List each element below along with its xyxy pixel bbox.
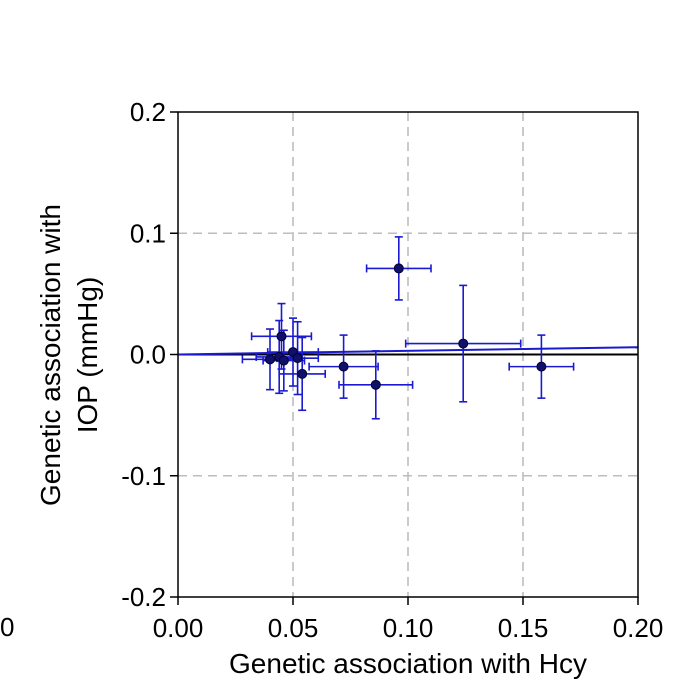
- y-axis-title-line-1: Genetic association with: [35, 204, 66, 506]
- x-tick-label: 0.05: [268, 613, 319, 643]
- y-tick-label: 0.0: [130, 340, 166, 370]
- fit-line: [177, 346, 639, 356]
- data-point: [338, 361, 349, 372]
- x-axis-title: Genetic association with Hcy: [229, 648, 587, 679]
- x-axis-ticks: 0.00 0.05 0.10 0.15 0.20: [153, 597, 664, 643]
- y-axis-title: Genetic association with IOP (mmHg): [35, 204, 103, 506]
- stray-label: 0: [0, 612, 14, 642]
- regression-lines: [177, 346, 639, 356]
- x-tick-label: 0.20: [613, 613, 664, 643]
- data-point: [393, 263, 404, 274]
- data-point: [536, 361, 547, 372]
- y-tick-label: -0.2: [121, 582, 166, 612]
- y-tick-label: 0.2: [130, 97, 166, 127]
- x-tick-label: 0.00: [153, 613, 204, 643]
- data-point: [292, 353, 303, 364]
- data-point: [278, 355, 289, 366]
- y-axis-ticks: -0.2 -0.1 0.0 0.1 0.2: [121, 97, 178, 612]
- data-point: [458, 338, 469, 349]
- data-point: [265, 354, 275, 365]
- y-axis-title-line-2: IOP (mmHg): [72, 277, 103, 434]
- y-tick-label: 0.1: [130, 218, 166, 248]
- data-points: [265, 263, 547, 390]
- y-tick-label: -0.1: [121, 461, 166, 491]
- data-point: [276, 331, 287, 342]
- data-point: [370, 379, 381, 390]
- data-point: [297, 368, 308, 379]
- x-tick-label: 0.10: [383, 613, 434, 643]
- x-tick-label: 0.15: [498, 613, 549, 643]
